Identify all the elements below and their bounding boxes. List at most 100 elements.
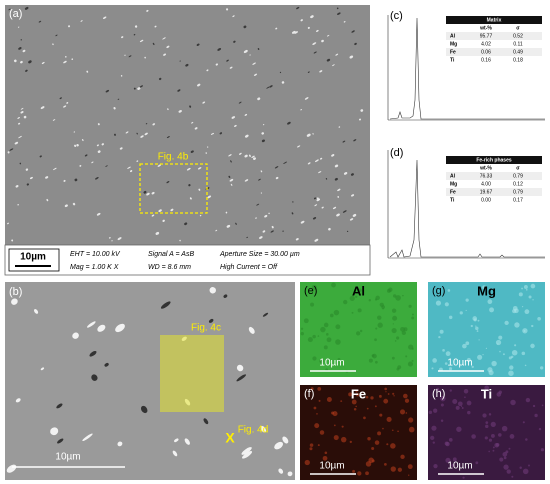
table-header: σ	[516, 25, 520, 31]
map-speck	[392, 392, 395, 395]
table: Matrix wt-% σ Al 95.77 0.52 Mg 4.02 0.11 Fe 0.06 0.…	[446, 16, 542, 64]
map-speck	[499, 350, 501, 353]
particle	[196, 43, 200, 46]
map-speck	[372, 353, 377, 359]
spectrum-d	[387, 150, 545, 259]
map-speck	[366, 407, 369, 410]
particle	[238, 152, 242, 155]
map-speck	[504, 320, 509, 326]
info-text: High Current = Off	[220, 264, 278, 271]
map-speck	[510, 399, 516, 406]
map-speck	[407, 464, 413, 470]
particle	[207, 146, 209, 148]
particle	[270, 230, 274, 233]
particle	[63, 105, 67, 108]
particle	[177, 89, 181, 92]
table-cell: 0.12	[513, 181, 523, 187]
particle	[328, 227, 331, 231]
map-speck	[309, 443, 314, 447]
particle	[274, 441, 284, 450]
map-speck	[452, 398, 458, 404]
map-speck	[400, 454, 405, 459]
table-cell: 0.79	[513, 173, 523, 179]
map-speck	[340, 400, 343, 403]
particle	[346, 230, 349, 233]
particle	[287, 471, 293, 477]
map-speck	[506, 469, 511, 474]
map-speck	[462, 476, 465, 479]
map-speck	[352, 469, 356, 473]
map-speck	[394, 340, 397, 342]
particle	[244, 154, 248, 158]
particle	[206, 69, 209, 72]
particle	[50, 427, 59, 436]
map-speck	[530, 343, 535, 349]
row-bg	[446, 48, 542, 56]
callout-box	[160, 335, 224, 412]
map-speck	[300, 331, 305, 336]
particle	[350, 173, 354, 176]
particle	[155, 231, 160, 235]
map-speck	[314, 423, 320, 429]
particle	[170, 208, 174, 212]
particle	[243, 50, 248, 54]
particle	[186, 167, 191, 171]
element-label: Fe	[351, 386, 366, 401]
particle	[184, 222, 188, 226]
map-speck	[445, 441, 450, 447]
particle	[219, 132, 223, 135]
particle	[185, 63, 189, 67]
map-speck	[319, 358, 324, 364]
sem-image-a	[5, 5, 370, 245]
map-speck	[408, 474, 410, 476]
element-label: Al	[352, 283, 365, 298]
particle	[133, 87, 136, 90]
particle	[40, 367, 45, 371]
particle	[144, 132, 148, 136]
particle	[268, 212, 270, 215]
particle	[151, 214, 155, 217]
particle	[129, 170, 133, 173]
map-speck	[333, 424, 336, 427]
map-speck	[433, 463, 438, 469]
particle	[17, 26, 20, 28]
particle	[55, 34, 58, 37]
row-bg	[446, 32, 542, 40]
particle	[262, 230, 266, 233]
particle	[95, 177, 99, 180]
map-speck	[463, 388, 469, 394]
map-speck	[491, 360, 497, 367]
map-speck	[374, 338, 377, 342]
particle	[96, 212, 101, 216]
map-speck	[326, 397, 332, 403]
row-bg	[446, 188, 542, 196]
map-speck	[511, 475, 514, 478]
particle	[40, 106, 45, 110]
panel-label: (f)	[304, 388, 314, 400]
map-speck	[475, 461, 479, 465]
map-speck	[391, 356, 395, 360]
particle	[134, 25, 138, 28]
particle	[108, 237, 111, 239]
particle	[210, 132, 215, 135]
map-speck	[353, 408, 357, 411]
particle	[11, 239, 14, 242]
table-cell: 0.16	[481, 57, 491, 63]
map-speck	[386, 443, 389, 446]
particle	[360, 109, 364, 112]
particle	[13, 59, 17, 63]
particle	[20, 39, 22, 41]
particle	[167, 108, 169, 111]
map-speck	[387, 393, 390, 395]
map-speck	[495, 339, 502, 346]
particle	[162, 37, 166, 40]
map-speck	[341, 425, 344, 428]
particle	[188, 184, 191, 187]
map-speck	[514, 344, 517, 347]
map-speck	[310, 302, 315, 307]
particle	[128, 55, 132, 58]
map-speck	[487, 367, 493, 373]
particle	[342, 210, 347, 213]
particle	[74, 144, 77, 148]
particle	[282, 230, 284, 232]
